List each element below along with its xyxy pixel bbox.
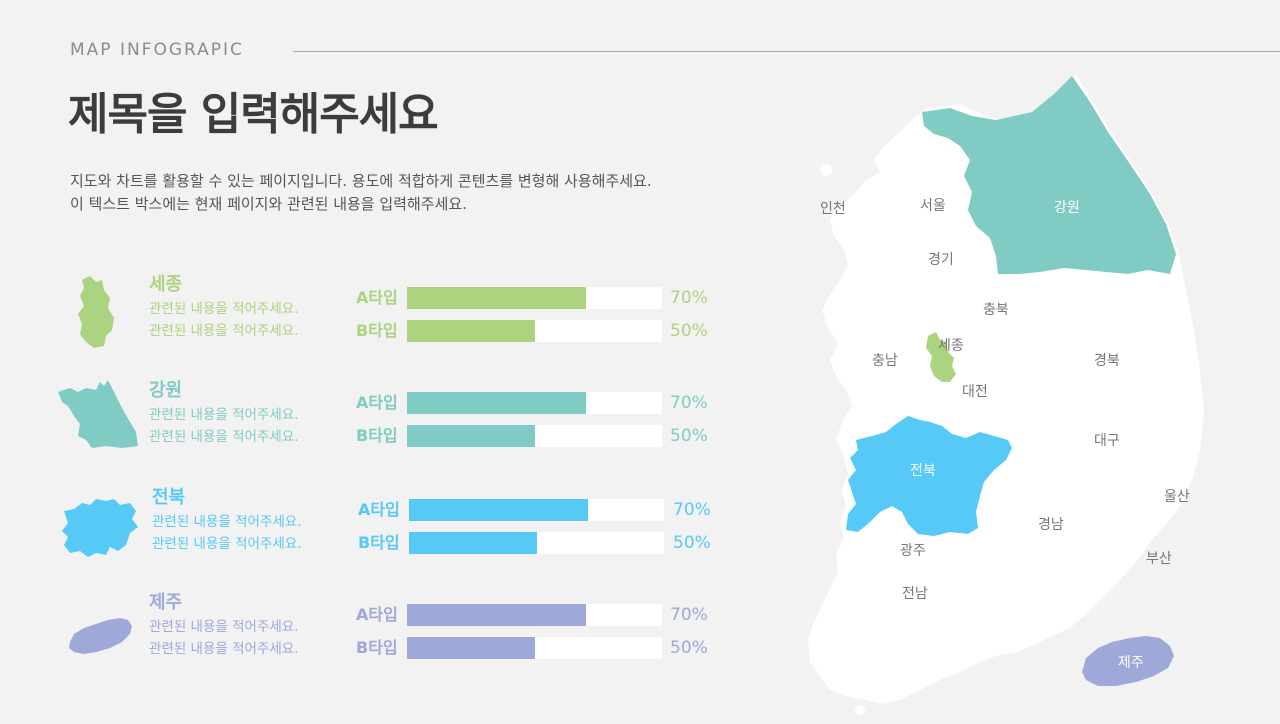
bar-track-a [407,604,662,626]
bar-fill-b [407,425,535,447]
region-description-line: 관련된 내용을 적어주세요. [152,514,302,530]
bar-track-a [407,287,662,309]
bar-percent-a: 70% [670,393,708,413]
region-description: 관련된 내용을 적어주세요. 관련된 내용을 적어주세요. [149,298,299,342]
region-name: 강원 [149,380,183,401]
map-label-chungnam: 충남 [872,353,898,369]
jeju-region [1082,636,1174,686]
bar-percent-a: 70% [670,605,708,625]
sejong-shape-icon [78,276,114,348]
jeju-shape-icon [69,618,132,654]
korea-map: 인천 서울 강원 경기 충북 충남 세종 대전 경북 대구 전북 울산 경남 광… [800,60,1280,720]
region-row-jeju: 제주 관련된 내용을 적어주세요. 관련된 내용을 적어주세요. A타입 70%… [0,588,760,678]
bar-percent-a: 70% [673,500,711,520]
region-description-line: 관련된 내용을 적어주세요. [149,429,299,445]
map-label-daegu: 대구 [1094,433,1120,449]
map-label-jeju: 제주 [1118,655,1144,671]
map-label-incheon: 인천 [820,201,846,217]
region-description: 관련된 내용을 적어주세요. 관련된 내용을 적어주세요. [152,511,302,555]
bar-percent-b: 50% [670,321,708,341]
region-description-line: 관련된 내용을 적어주세요. [152,536,302,552]
bar-percent-a: 70% [670,288,708,308]
region-description-line: 관련된 내용을 적어주세요. [149,407,299,423]
bar-percent-b: 50% [670,638,708,658]
region-description: 관련된 내용을 적어주세요. 관련된 내용을 적어주세요. [149,616,299,660]
bar-track-b [407,320,662,342]
gangwon-shape-icon [58,380,138,448]
map-label-jeonnam: 전남 [902,586,928,602]
bar-label-a: A타입 [356,393,398,412]
bar-fill-b [409,532,537,554]
jeonbuk-region [846,416,1012,536]
region-description-line: 관련된 내용을 적어주세요. [149,641,299,657]
bar-fill-a [407,287,586,309]
map-label-busan: 부산 [1146,551,1172,567]
bar-track-b [407,637,662,659]
header-divider [293,51,1280,52]
map-label-chungbuk: 충북 [983,302,1009,318]
map-label-seoul: 서울 [920,198,946,214]
island-dot [855,705,865,715]
bar-fill-b [407,637,535,659]
bar-percent-b: 50% [670,426,708,446]
region-description: 관련된 내용을 적어주세요. 관련된 내용을 적어주세요. [149,404,299,448]
bar-track-a [407,392,662,414]
map-label-gyeonggi: 경기 [928,252,954,268]
sejong-region [926,332,956,382]
map-label-jeonbuk: 전북 [910,463,936,479]
bar-fill-a [409,499,588,521]
region-name: 세종 [149,274,183,295]
map-label-gwangju: 광주 [900,543,926,559]
bar-label-b: B타입 [356,321,398,340]
bar-fill-b [407,320,535,342]
region-description-line: 관련된 내용을 적어주세요. [149,619,299,635]
region-row-jeonbuk: 전북 관련된 내용을 적어주세요. 관련된 내용을 적어주세요. A타입 70%… [0,483,760,573]
bar-fill-a [407,604,586,626]
bar-fill-a [407,392,586,414]
map-label-ulsan: 울산 [1164,489,1190,505]
region-name: 제주 [149,592,183,613]
map-label-gyeongbuk: 경북 [1094,353,1120,369]
bar-label-a: A타입 [358,500,400,519]
region-description-line: 관련된 내용을 적어주세요. [149,323,299,339]
bar-track-b [407,425,662,447]
description-line-2: 이 텍스트 박스에는 현재 페이지와 관련된 내용을 입력해주세요. [70,195,467,213]
bar-label-a: A타입 [356,288,398,307]
bar-label-a: A타입 [356,605,398,624]
bar-label-b: B타입 [358,533,400,552]
region-row-sejong: 세종 관련된 내용을 적어주세요. 관련된 내용을 적어주세요. A타입 70%… [0,270,760,360]
map-label-gangwon: 강원 [1054,200,1080,216]
bar-label-b: B타입 [356,426,398,445]
map-label-sejong: 세종 [938,338,964,354]
bar-label-b: B타입 [356,638,398,657]
korea-map-svg [808,74,1204,715]
island-dot [809,655,819,665]
header-label: MAP INFOGRAPIC [70,40,244,60]
bar-percent-b: 50% [673,533,711,553]
description-line-1: 지도와 차트를 활용할 수 있는 페이지입니다. 용도에 적합하게 콘텐츠를 변… [70,172,652,190]
gangwon-region [922,76,1176,274]
page-title: 제목을 입력해주세요 [68,89,439,140]
bar-track-a [409,499,664,521]
region-row-gangwon: 강원 관련된 내용을 적어주세요. 관련된 내용을 적어주세요. A타입 70%… [0,376,760,466]
island-dot [820,164,832,176]
region-name: 전북 [152,487,186,508]
map-label-daejeon: 대전 [962,384,988,400]
page-description: 지도와 차트를 활용할 수 있는 페이지입니다. 용도에 적합하게 콘텐츠를 변… [70,170,770,216]
map-label-gyeongnam: 경남 [1038,517,1064,533]
bar-track-b [409,532,664,554]
region-description-line: 관련된 내용을 적어주세요. [149,301,299,317]
jeonbuk-shape-icon [62,499,138,557]
